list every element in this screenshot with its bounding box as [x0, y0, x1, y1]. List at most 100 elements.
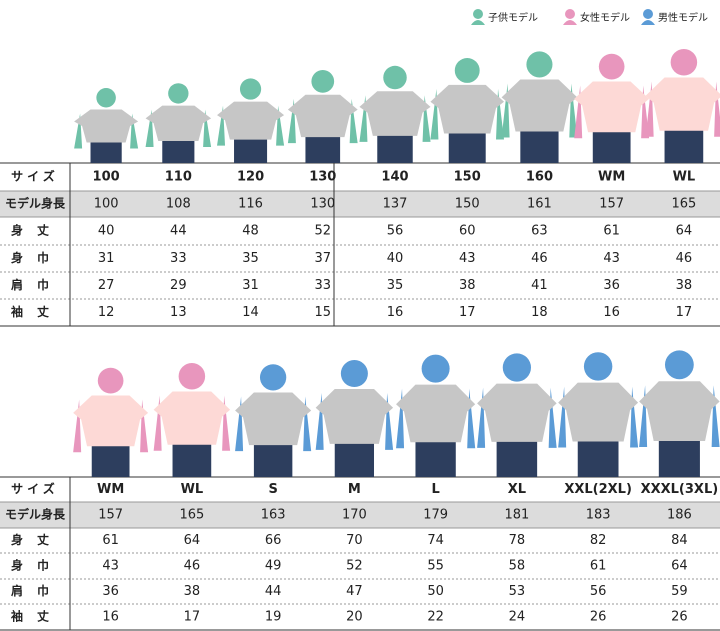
- row-label: サイズ: [11, 481, 59, 496]
- model-arms: [430, 88, 505, 140]
- cell: 22: [427, 610, 444, 625]
- legend-icon: [565, 9, 575, 19]
- cell: 43: [603, 251, 620, 266]
- row-label: 袖丈: [11, 304, 63, 319]
- model-head: [383, 65, 407, 90]
- cell: 66: [265, 533, 282, 548]
- row-label: 身丈: [11, 532, 63, 547]
- cell: 49: [265, 559, 282, 574]
- legend-icon: [643, 9, 653, 19]
- cell: 84: [671, 533, 688, 548]
- size-label: 100: [93, 170, 120, 185]
- cell: 53: [509, 584, 526, 599]
- model-legs: [334, 441, 375, 477]
- cell: 44: [170, 224, 187, 239]
- cell: 26: [590, 610, 607, 625]
- row-label: サイズ: [11, 169, 59, 184]
- cell: 48: [242, 224, 259, 239]
- cell: 61: [603, 224, 620, 239]
- cell: 58: [509, 559, 526, 574]
- model-shirt: [235, 392, 312, 446]
- cell: 12: [98, 305, 115, 320]
- model-head: [96, 88, 116, 108]
- cell: 27: [98, 278, 115, 293]
- model-arms: [645, 81, 720, 137]
- cell: 33: [315, 278, 332, 293]
- model-shirt: [287, 94, 358, 138]
- cell: 82: [590, 533, 607, 548]
- model-head: [97, 367, 124, 394]
- model-shirt: [315, 389, 394, 444]
- model-legs: [658, 439, 700, 477]
- model-legs: [448, 131, 486, 163]
- cell: 16: [102, 610, 119, 625]
- model-shirt: [645, 77, 720, 131]
- cell: 17: [676, 305, 693, 320]
- row-label: 身巾: [11, 558, 63, 573]
- model-head: [670, 49, 698, 76]
- cell: 157: [599, 197, 624, 212]
- cell: 63: [531, 224, 548, 239]
- cell: 165: [179, 508, 204, 523]
- size-label: 120: [237, 170, 264, 185]
- cell: 157: [98, 508, 123, 523]
- cell: 130: [310, 197, 335, 212]
- size-label: 140: [381, 170, 408, 185]
- cell: 38: [676, 278, 693, 293]
- model-arms: [501, 83, 578, 138]
- height-row-bg: [0, 191, 720, 217]
- cell: 15: [315, 305, 332, 320]
- size-label: 130: [309, 170, 336, 185]
- cell: 50: [427, 584, 444, 599]
- height-row-bg: [0, 502, 720, 528]
- cell: 46: [184, 559, 201, 574]
- model-arms: [74, 113, 139, 149]
- size-label: 150: [454, 170, 481, 185]
- model-head: [340, 360, 368, 388]
- model-shirt: [558, 382, 639, 442]
- cell: 37: [315, 251, 332, 266]
- cell: 35: [242, 251, 259, 266]
- cell: 43: [102, 559, 119, 574]
- size-label: WM: [97, 482, 124, 497]
- legend-label: 男性モデル: [658, 11, 708, 24]
- cell: 17: [184, 610, 201, 625]
- cell: 56: [387, 224, 404, 239]
- row-label: モデル身長: [5, 196, 66, 211]
- legend-label: 女性モデル: [580, 11, 630, 24]
- size-label: XL: [508, 482, 526, 497]
- model-shirt: [639, 381, 720, 442]
- legend-icon: [473, 9, 483, 19]
- model-legs: [162, 139, 195, 163]
- cell: 59: [671, 584, 688, 599]
- legend-icon: [471, 20, 485, 25]
- size-label: WL: [673, 170, 696, 185]
- cell: 13: [170, 305, 187, 320]
- cell: 116: [238, 197, 263, 212]
- model-arms: [235, 396, 312, 452]
- model-head: [311, 70, 335, 93]
- cell: 137: [383, 197, 408, 212]
- model-head: [421, 354, 450, 383]
- cell: 52: [346, 559, 363, 574]
- model-legs: [496, 439, 538, 477]
- cell: 33: [170, 251, 187, 266]
- model-shirt: [153, 391, 231, 445]
- model-head: [583, 352, 613, 381]
- cell: 78: [509, 533, 526, 548]
- size-label: XXXL(3XL): [641, 482, 719, 497]
- cell: 165: [671, 197, 696, 212]
- cell: 18: [531, 305, 548, 320]
- cell: 61: [102, 533, 119, 548]
- cell: 29: [170, 278, 187, 293]
- model-shirt: [359, 91, 431, 136]
- model-head: [239, 78, 262, 100]
- size-label: XXL(2XL): [564, 482, 632, 497]
- cell: 183: [586, 508, 611, 523]
- cell: 38: [184, 584, 201, 599]
- cell: 26: [671, 610, 688, 625]
- model-legs: [253, 443, 293, 477]
- model-legs: [90, 140, 122, 163]
- cell: 38: [459, 278, 476, 293]
